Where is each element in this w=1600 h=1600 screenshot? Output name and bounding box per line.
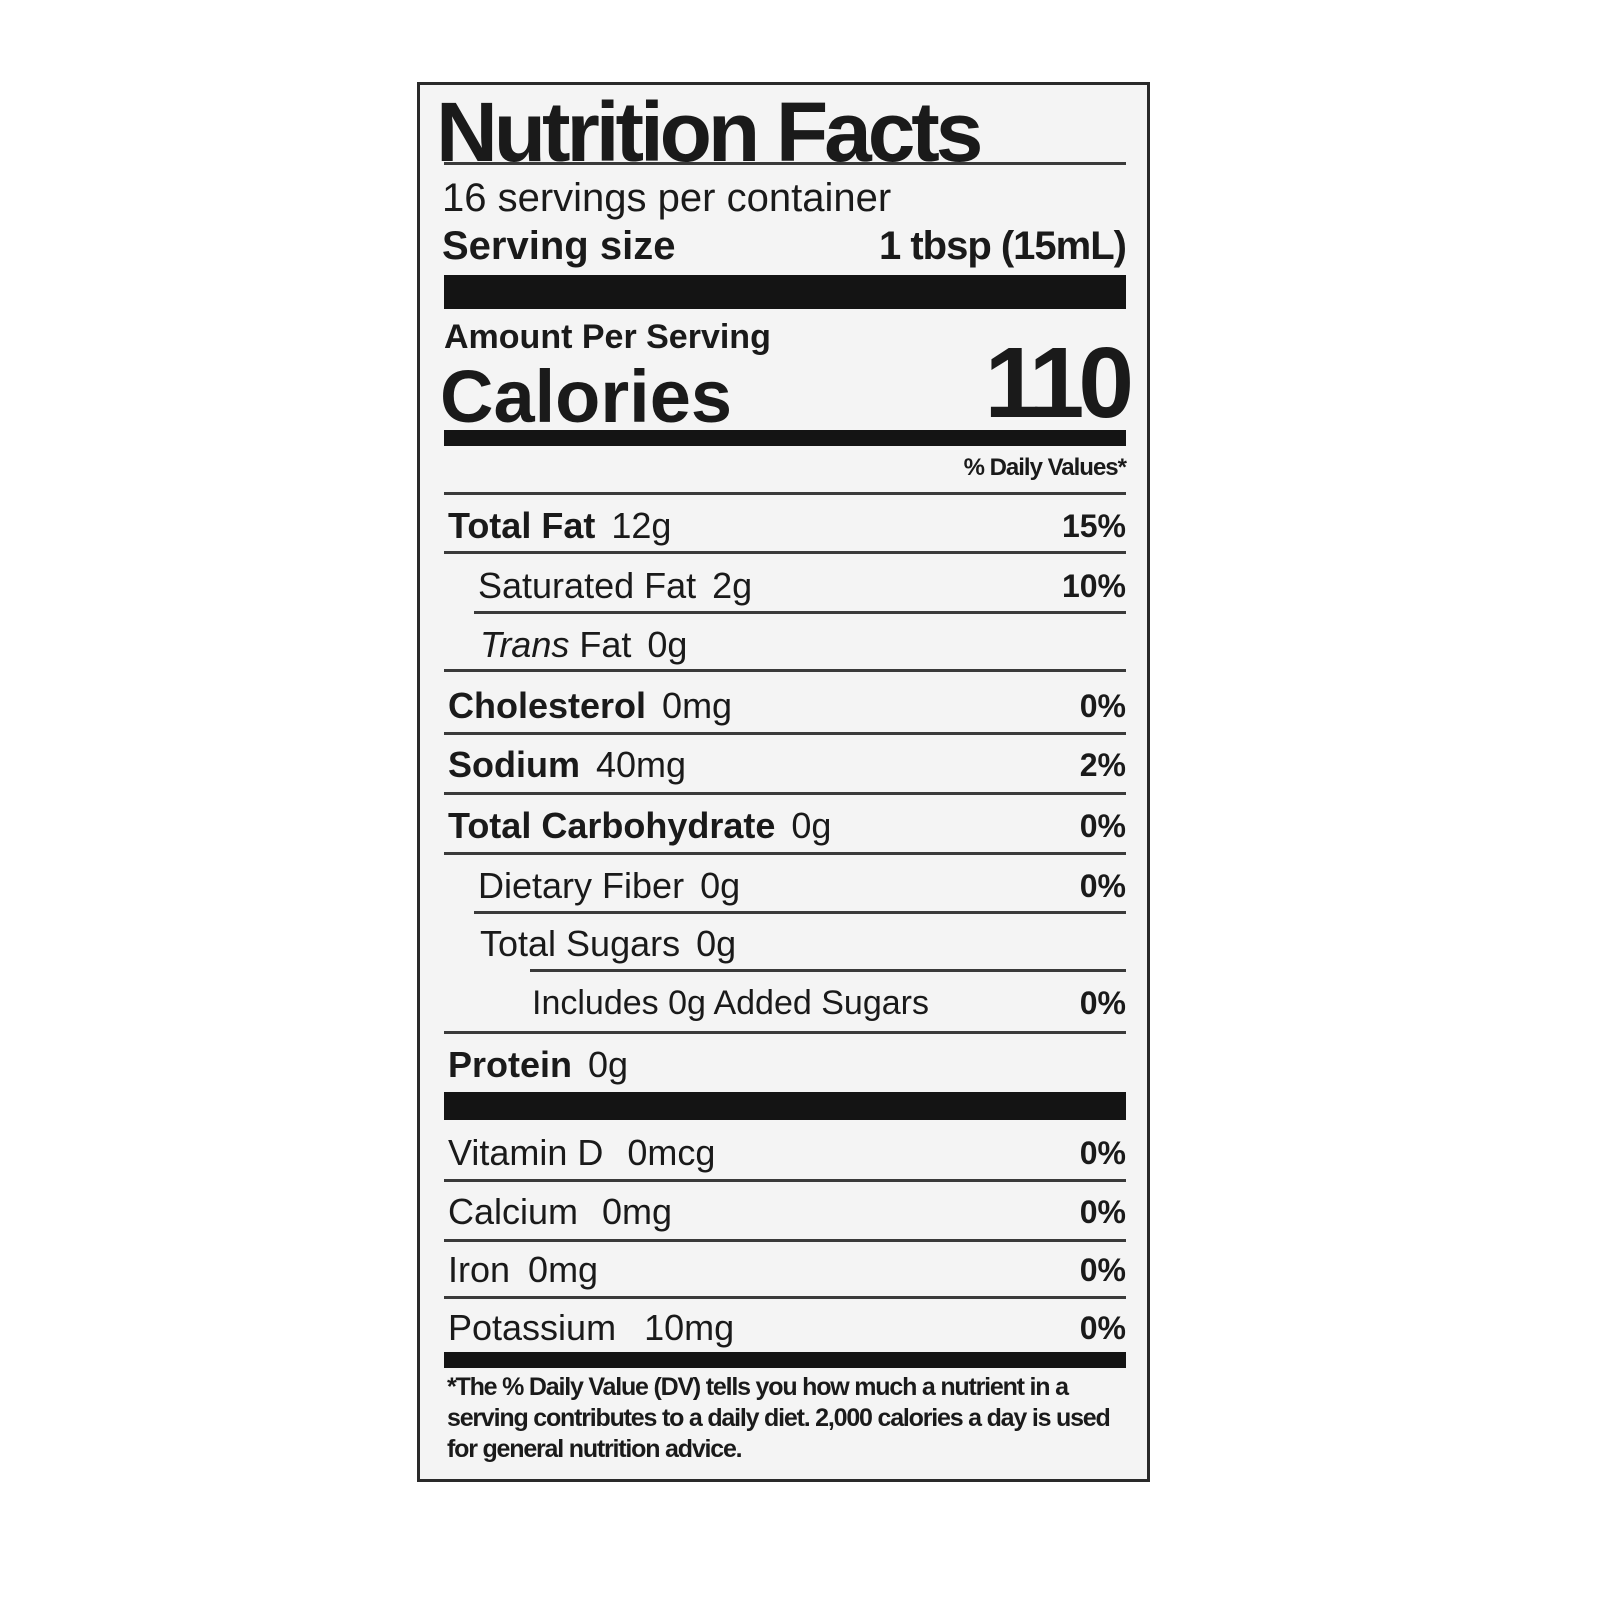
servings-per-container: 16 servings per container bbox=[442, 176, 892, 220]
nutrient-row-protein: Protein 0g bbox=[448, 1044, 1126, 1085]
nutrient-row-sodium: Sodium 40mg 2% bbox=[448, 744, 1126, 785]
vitamin-amount: 10mg bbox=[644, 1307, 735, 1348]
vitamin-name: Calcium bbox=[448, 1191, 579, 1232]
vitamin-name: Potassium bbox=[448, 1307, 617, 1348]
nutrient-name: Cholesterol bbox=[448, 685, 647, 726]
divider bbox=[444, 551, 1126, 554]
calories-label: Calories bbox=[440, 355, 733, 438]
nutrient-amount: 2g bbox=[712, 565, 753, 606]
divider bbox=[444, 669, 1126, 672]
nutrient-dv: 0% bbox=[1079, 807, 1126, 844]
nutrient-row-total-sugars: Total Sugars 0g bbox=[480, 923, 1126, 964]
nutrient-dv: 0% bbox=[1079, 984, 1126, 1021]
vitamin-dv: 0% bbox=[1079, 1134, 1126, 1171]
divider bbox=[444, 1296, 1126, 1299]
divider bbox=[444, 732, 1126, 735]
vitamin-name: Vitamin D bbox=[448, 1132, 604, 1173]
nutrient-row-dietary-fiber: Dietary Fiber 0g 0% bbox=[478, 865, 1126, 906]
footnote: *The % Daily Value (DV) tells you how mu… bbox=[447, 1373, 1111, 1463]
vitamin-row-calcium: Calcium 0mg 0% bbox=[448, 1191, 1126, 1232]
nutrient-row-total-carbohydrate: Total Carbohydrate 0g 0% bbox=[448, 805, 1126, 846]
divider bbox=[444, 1179, 1126, 1182]
nutrient-row-total-fat: Total Fat 12g 15% bbox=[448, 505, 1126, 546]
divider bbox=[444, 1239, 1126, 1242]
divider bbox=[444, 492, 1126, 495]
label-title: Nutrition Facts bbox=[436, 85, 983, 179]
nutrient-name: Total Fat bbox=[448, 505, 596, 546]
divider bbox=[474, 611, 1126, 614]
divider bbox=[444, 792, 1126, 795]
nutrient-amount: 0g bbox=[696, 923, 737, 964]
vitamin-amount: 0mcg bbox=[627, 1132, 716, 1173]
nutrient-dv: 10% bbox=[1061, 567, 1126, 604]
vitamin-dv: 0% bbox=[1079, 1309, 1126, 1346]
title-rule bbox=[444, 162, 1126, 165]
divider bbox=[530, 969, 1126, 972]
calories-value: 110 bbox=[984, 327, 1134, 439]
vitamin-row-iron: Iron 0mg 0% bbox=[448, 1249, 1126, 1290]
nutrient-amount: 0g bbox=[700, 865, 741, 906]
nutrient-dv: 15% bbox=[1061, 507, 1126, 544]
nutrient-name: Total Sugars bbox=[480, 923, 681, 964]
nutrient-name: Protein bbox=[448, 1044, 573, 1085]
nutrient-name: Dietary Fiber bbox=[478, 865, 685, 906]
nutrient-amount: 0mg bbox=[662, 685, 733, 726]
vitamin-amount: 0mg bbox=[602, 1191, 673, 1232]
daily-values-header: % Daily Values* bbox=[963, 454, 1127, 481]
medium-divider bbox=[444, 430, 1126, 446]
vitamin-row-vitamin-d: Vitamin D 0mcg 0% bbox=[448, 1132, 1126, 1173]
nutrient-name: Saturated Fat bbox=[478, 565, 697, 606]
amount-per-serving: Amount Per Serving bbox=[444, 318, 771, 356]
nutrient-name: Total Carbohydrate bbox=[448, 805, 776, 846]
nutrient-name: Fat bbox=[579, 624, 632, 665]
nutrient-dv: 0% bbox=[1079, 867, 1126, 904]
vitamin-name: Iron bbox=[448, 1249, 511, 1290]
nutrient-amount: 0g bbox=[647, 624, 688, 665]
nutrient-amount: 0g bbox=[588, 1044, 629, 1085]
thick-divider bbox=[444, 275, 1126, 309]
nutrient-row-cholesterol: Cholesterol 0mg 0% bbox=[448, 685, 1126, 726]
vitamin-dv: 0% bbox=[1079, 1193, 1126, 1230]
nutrient-amount: 12g bbox=[611, 505, 672, 546]
divider bbox=[444, 852, 1126, 855]
nutrient-dv: 0% bbox=[1079, 687, 1126, 724]
serving-size-value: 1 tbsp (15mL) bbox=[878, 224, 1127, 268]
nutrient-name: Includes 0g Added Sugars bbox=[532, 983, 929, 1022]
nutrient-amount: 0g bbox=[791, 805, 832, 846]
nutrition-label bbox=[417, 82, 1150, 1482]
nutrient-row-trans-fat: Trans Fat 0g bbox=[480, 624, 1126, 665]
nutrient-row-saturated-fat: Saturated Fat 2g 10% bbox=[478, 565, 1126, 606]
serving-size-label: Serving size bbox=[442, 224, 676, 268]
nutrient-dv: 2% bbox=[1079, 746, 1126, 783]
divider bbox=[444, 1031, 1126, 1034]
nutrient-name: Sodium bbox=[448, 744, 580, 785]
vitamin-dv: 0% bbox=[1079, 1251, 1126, 1288]
vitamin-row-potassium: Potassium 10mg 0% bbox=[448, 1307, 1126, 1348]
thick-divider bbox=[444, 1092, 1126, 1120]
nutrient-row-added-sugars: Includes 0g Added Sugars 0% bbox=[532, 983, 1126, 1023]
nutrient-amount: 40mg bbox=[596, 744, 687, 785]
nutrient-name-italic: Trans bbox=[480, 624, 570, 665]
vitamin-amount: 0mg bbox=[528, 1249, 599, 1290]
divider bbox=[474, 911, 1126, 914]
medium-divider bbox=[444, 1352, 1126, 1368]
